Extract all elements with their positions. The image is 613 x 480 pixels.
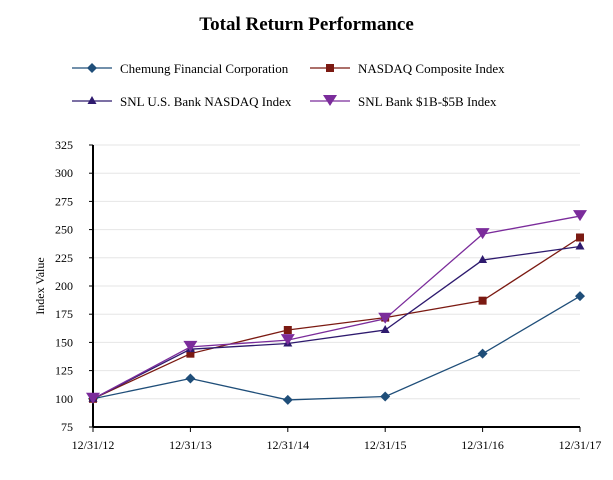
x-tick-label: 12/31/14 xyxy=(266,438,309,452)
data-point xyxy=(475,228,490,240)
legend-marker xyxy=(326,64,334,72)
y-tick-label: 125 xyxy=(55,364,73,378)
y-tick-label: 200 xyxy=(55,279,73,293)
series-line xyxy=(92,236,581,400)
y-axis-label: Index Value xyxy=(33,257,47,314)
series-line xyxy=(92,215,581,400)
y-tick-label: 300 xyxy=(55,166,73,180)
data-point xyxy=(86,392,100,404)
data-point xyxy=(280,334,295,346)
series-line xyxy=(92,295,581,401)
data-point xyxy=(282,394,293,405)
y-tick-label: 225 xyxy=(55,251,73,265)
legend-marker xyxy=(87,63,97,73)
series-line xyxy=(92,245,581,400)
data-point xyxy=(378,312,393,324)
y-tick-label: 150 xyxy=(55,335,73,349)
y-tick-label: 175 xyxy=(55,307,73,321)
y-tick-label: 275 xyxy=(55,194,73,208)
data-point xyxy=(183,340,198,352)
legend-label: Chemung Financial Corporation xyxy=(120,61,289,76)
data-point xyxy=(478,296,487,305)
legend-label: NASDAQ Composite Index xyxy=(358,61,505,76)
data-point xyxy=(186,349,195,358)
data-point xyxy=(478,255,488,264)
legend-label: SNL U.S. Bank NASDAQ Index xyxy=(120,94,292,109)
legend-label: SNL Bank $1B-$5B Index xyxy=(358,94,497,109)
y-tick-label: 325 xyxy=(55,138,73,152)
data-point xyxy=(380,324,390,333)
data-point xyxy=(380,391,391,402)
data-point xyxy=(575,241,585,250)
y-tick-label: 250 xyxy=(55,223,73,237)
x-tick-label: 12/31/16 xyxy=(461,438,504,452)
data-point xyxy=(283,325,292,334)
x-tick-label: 12/31/12 xyxy=(72,438,115,452)
legend-marker xyxy=(323,95,337,106)
x-tick-label: 12/31/13 xyxy=(169,438,212,452)
data-point xyxy=(477,348,488,359)
legend-marker xyxy=(87,96,97,104)
data-point xyxy=(185,373,196,384)
y-tick-label: 75 xyxy=(61,420,73,434)
data-point xyxy=(575,291,585,302)
chart-title: Total Return Performance xyxy=(199,14,414,35)
x-tick-label: 12/31/17 xyxy=(559,438,602,452)
y-tick-label: 100 xyxy=(55,392,73,406)
x-tick-label: 12/31/15 xyxy=(364,438,407,452)
data-point xyxy=(576,233,584,242)
data-point xyxy=(573,210,587,222)
